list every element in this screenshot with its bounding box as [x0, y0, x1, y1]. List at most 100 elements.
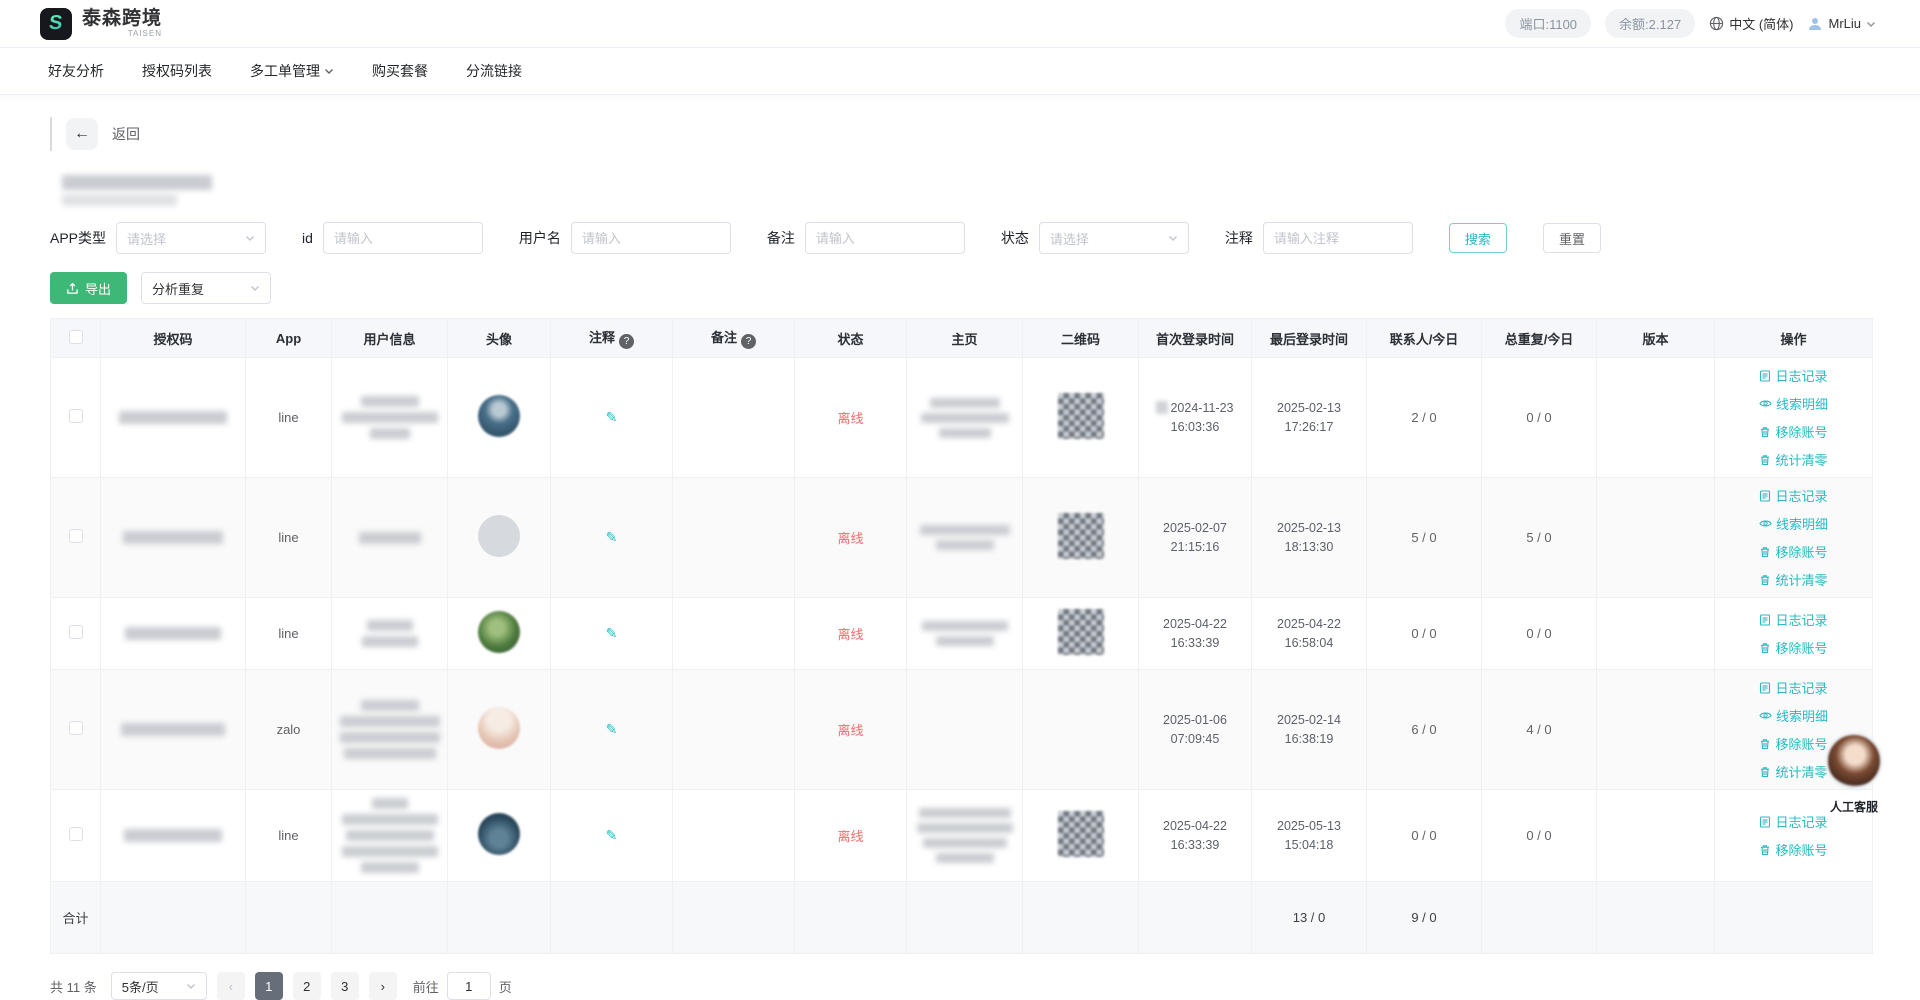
chevron-down-icon [1168, 236, 1177, 241]
leads-detail-link[interactable]: 线索明细 [1759, 514, 1828, 533]
status-select[interactable]: 请选择 [1038, 222, 1189, 254]
edit-annotation-icon[interactable]: ✎ [605, 625, 618, 641]
balance-badge: 余额:2.127 [1605, 9, 1696, 38]
filter-label-username: 用户名 [518, 230, 561, 246]
export-upload-icon [67, 282, 78, 294]
page-button-1[interactable]: 1 [254, 972, 283, 1000]
remove-account-link[interactable]: 移除账号 [1759, 734, 1828, 753]
trash-icon [1761, 454, 1770, 465]
col-last-login: 最后登录时间 [1251, 318, 1367, 358]
page-button-3[interactable]: 3 [330, 972, 359, 1000]
operations-cell: 日志记录 线索明细 移除账号 统计清零 [1721, 486, 1866, 589]
filter-label-annotation: 注释 [1224, 230, 1253, 246]
table-header-row: 授权码 App 用户信息 头像 注释? 备注? 状态 主页 二维码 首次登录时间… [50, 318, 1873, 358]
edit-annotation-icon[interactable]: ✎ [605, 529, 618, 545]
version-cell [1596, 669, 1715, 790]
log-record-link[interactable]: 日志记录 [1759, 812, 1828, 831]
avatar [478, 611, 520, 653]
operations-cell: 日志记录 移除账号 [1721, 610, 1866, 657]
app-type-select[interactable]: 请选择 [116, 222, 267, 254]
nav-item-friends-analysis[interactable]: 好友分析 [48, 63, 104, 79]
col-operations: 操作 [1714, 318, 1873, 358]
support-avatar[interactable] [1825, 732, 1883, 790]
repeats-cell: 0 / 0 [1481, 597, 1597, 670]
first-login-cell: 2025-04-22 16:33:39 [1138, 789, 1252, 882]
table-row: line ✎ 离线 2025-02-07 21:15:16 2025-02-13 1… [50, 477, 1873, 598]
chevron-down-icon [186, 984, 195, 989]
avatar [478, 515, 520, 557]
help-icon[interactable]: ? [619, 334, 634, 349]
help-icon[interactable]: ? [741, 334, 756, 349]
annotation-input[interactable] [1273, 230, 1402, 246]
col-status: 状态 [794, 318, 907, 358]
redacted-text [1156, 400, 1169, 414]
row-checkbox[interactable] [68, 625, 83, 639]
version-cell [1596, 477, 1715, 598]
select-all-checkbox[interactable] [68, 329, 83, 344]
reset-button[interactable]: 重置 [1542, 223, 1601, 253]
toolbar-row: 导出 分析重复 [50, 272, 1870, 304]
user-menu[interactable]: MrLiu [1807, 16, 1876, 32]
id-input[interactable] [333, 230, 472, 246]
row-checkbox[interactable] [68, 529, 83, 543]
log-record-link[interactable]: 日志记录 [1759, 366, 1828, 385]
topbar-right: 端口:1100 余额:2.127 中文 (简体) MrLiu [1505, 9, 1876, 38]
operations-cell: 日志记录 线索明细 移除账号 统计清零 [1721, 678, 1866, 781]
prev-page-button[interactable]: ‹ [216, 972, 245, 1000]
log-record-link[interactable]: 日志记录 [1759, 678, 1828, 697]
operations-cell: 日志记录 移除账号 [1721, 812, 1866, 859]
page-content: ← 返回 APP类型 请选择 id 用户名 备注 [0, 117, 1920, 1000]
port-badge: 端口:1100 [1505, 9, 1592, 38]
first-login-cell: 2025-02-07 21:15:16 [1138, 477, 1252, 598]
goto-page-input[interactable] [446, 972, 491, 1000]
goto-label: 前往 [412, 979, 439, 995]
remove-account-link[interactable]: 移除账号 [1759, 638, 1828, 657]
search-button[interactable]: 搜索 [1448, 223, 1507, 253]
edit-annotation-icon[interactable]: ✎ [605, 409, 618, 425]
contacts-cell: 6 / 0 [1366, 669, 1482, 790]
edit-annotation-icon[interactable]: ✎ [605, 721, 618, 737]
username-input[interactable] [581, 230, 720, 246]
back-button[interactable]: ← [66, 118, 98, 150]
language-label: 中文 (简体) [1729, 17, 1794, 32]
leads-detail-link[interactable]: 线索明细 [1759, 394, 1828, 413]
page-size-select[interactable]: 5条/页 [110, 972, 207, 1000]
document-icon [1760, 369, 1771, 382]
next-page-button[interactable]: › [368, 972, 397, 1000]
analyze-duplicates-select[interactable]: 分析重复 [141, 272, 272, 304]
redacted-homepage [913, 621, 1016, 646]
nav-item-authcode-list[interactable]: 授权码列表 [142, 63, 212, 79]
remove-account-link[interactable]: 移除账号 [1759, 542, 1828, 561]
remark-input[interactable] [815, 230, 954, 246]
reset-stats-link[interactable]: 统计清零 [1759, 762, 1828, 781]
summary-row: 合计 13 / 0 9 / 0 [50, 881, 1873, 954]
row-checkbox[interactable] [68, 827, 83, 841]
document-icon [1760, 681, 1771, 694]
edit-annotation-icon[interactable]: ✎ [605, 827, 618, 843]
redacted-homepage [913, 525, 1016, 550]
avatar [478, 395, 520, 437]
document-icon [1760, 489, 1771, 502]
row-checkbox[interactable] [68, 721, 83, 735]
remove-account-link[interactable]: 移除账号 [1759, 840, 1828, 859]
nav-item-buy-plan[interactable]: 购买套餐 [372, 63, 428, 79]
redacted-auth-code [123, 531, 223, 544]
nav-item-traffic-links[interactable]: 分流链接 [466, 63, 522, 79]
redacted-homepage [913, 808, 1016, 863]
qr-code [1057, 513, 1104, 559]
remove-account-link[interactable]: 移除账号 [1759, 422, 1828, 441]
language-switcher[interactable]: 中文 (简体) [1709, 14, 1793, 33]
redacted-user-info [338, 798, 441, 873]
nav-item-ticket-management[interactable]: 多工单管理 [250, 61, 334, 81]
reset-stats-link[interactable]: 统计清零 [1759, 570, 1828, 589]
reset-stats-link[interactable]: 统计清零 [1759, 450, 1828, 469]
leads-detail-link[interactable]: 线索明细 [1759, 706, 1828, 725]
row-checkbox[interactable] [68, 409, 83, 423]
log-record-link[interactable]: 日志记录 [1759, 486, 1828, 505]
export-button[interactable]: 导出 [50, 272, 128, 304]
log-record-link[interactable]: 日志记录 [1759, 610, 1828, 629]
contacts-cell: 0 / 0 [1366, 789, 1482, 882]
repeats-cell: 0 / 0 [1481, 357, 1597, 478]
avatar [478, 813, 520, 855]
page-button-2[interactable]: 2 [292, 972, 321, 1000]
